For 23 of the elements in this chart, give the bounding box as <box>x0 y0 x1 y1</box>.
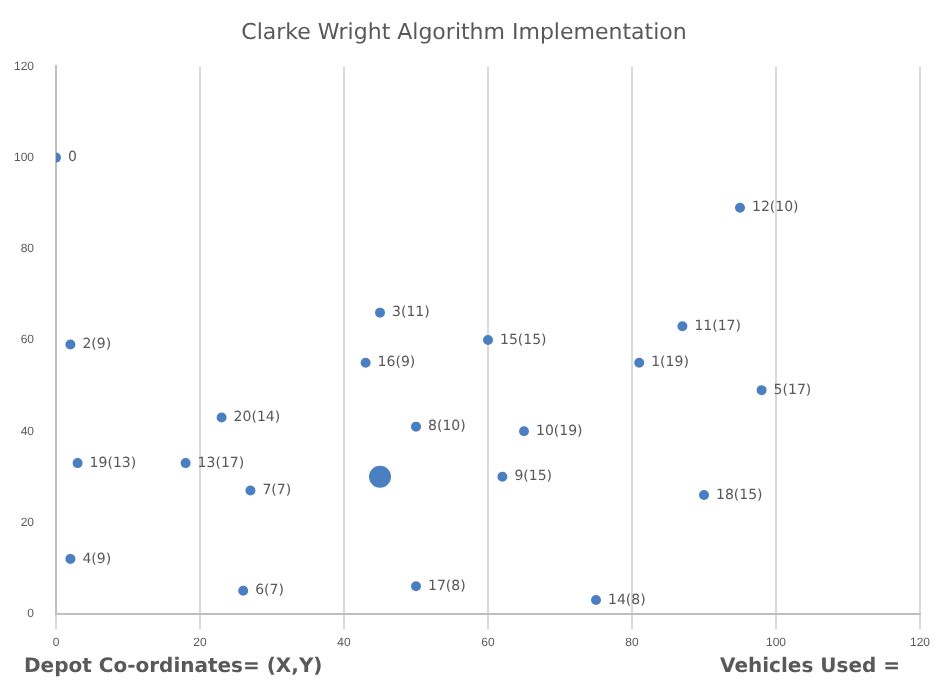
point <box>756 385 767 396</box>
point <box>497 471 508 482</box>
point <box>735 202 745 213</box>
text: Vehicles Used = <box>720 656 900 678</box>
point <box>483 335 494 345</box>
point <box>411 581 422 592</box>
point <box>65 339 76 350</box>
point <box>65 553 76 564</box>
text: Depot Co-ordinates= (X,Y) <box>24 656 323 678</box>
point <box>375 307 386 318</box>
point <box>360 357 371 368</box>
point <box>411 421 422 432</box>
point <box>591 594 602 605</box>
point <box>180 458 191 469</box>
point <box>634 357 645 368</box>
point <box>72 458 83 469</box>
chart-title: Clarke Wright Algorithm Implementation <box>241 18 687 45</box>
point <box>677 321 688 332</box>
point <box>519 426 530 437</box>
point <box>238 585 249 596</box>
point <box>216 412 227 423</box>
point <box>245 485 256 496</box>
point <box>699 490 710 501</box>
